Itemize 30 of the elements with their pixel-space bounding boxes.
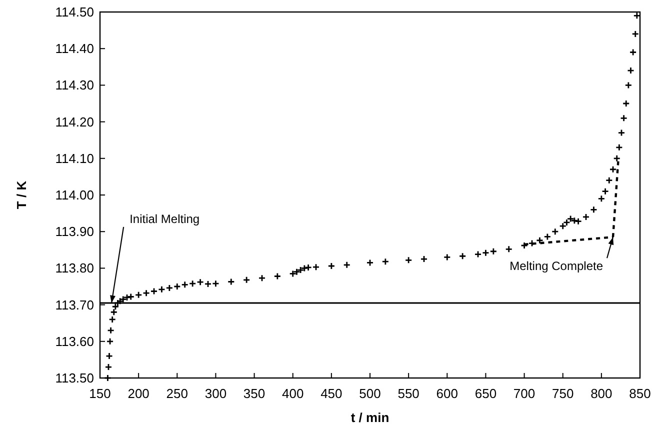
x-tick-label: 350 — [243, 386, 266, 401]
y-tick-label: 113.80 — [55, 260, 94, 276]
y-tick-label: 114.50 — [55, 4, 94, 20]
y-tick-label: 113.60 — [55, 334, 94, 349]
y-tick-label: 114.00 — [55, 188, 94, 202]
x-tick-label: 450 — [320, 386, 342, 401]
x-tick-label: 650 — [474, 386, 497, 401]
x-tick-label: 550 — [398, 386, 420, 401]
x-tick-label: 300 — [204, 386, 227, 401]
y-tick-label: 113.90 — [55, 224, 94, 240]
annotation: Initial Melting — [130, 212, 200, 226]
y-tick-label: 114.40 — [55, 41, 94, 56]
x-tick-label: 150 — [89, 386, 111, 401]
x-tick-label: 200 — [128, 386, 150, 401]
x-tick-label: 800 — [590, 386, 612, 401]
x-tick-label: 700 — [513, 386, 536, 401]
x-axis-title: t / min — [350, 410, 390, 425]
x-tick-label: 850 — [629, 386, 651, 401]
x-tick-label: 600 — [436, 386, 458, 401]
x-tick-label: 750 — [552, 386, 574, 401]
x-tick-label: 400 — [282, 386, 304, 401]
y-tick-label: 114.10 — [55, 150, 94, 166]
x-tick-label: 250 — [166, 386, 188, 401]
y-tick-label: 114.30 — [55, 78, 94, 93]
y-tick-label: 113.50 — [55, 370, 94, 386]
x-tick-label: 500 — [359, 386, 381, 401]
y-tick-label: 113.70 — [55, 297, 94, 312]
annotation: Melting Complete — [510, 259, 604, 274]
y-tick-label: 114.20 — [55, 114, 94, 130]
y-axis-title: T / K — [14, 180, 29, 210]
